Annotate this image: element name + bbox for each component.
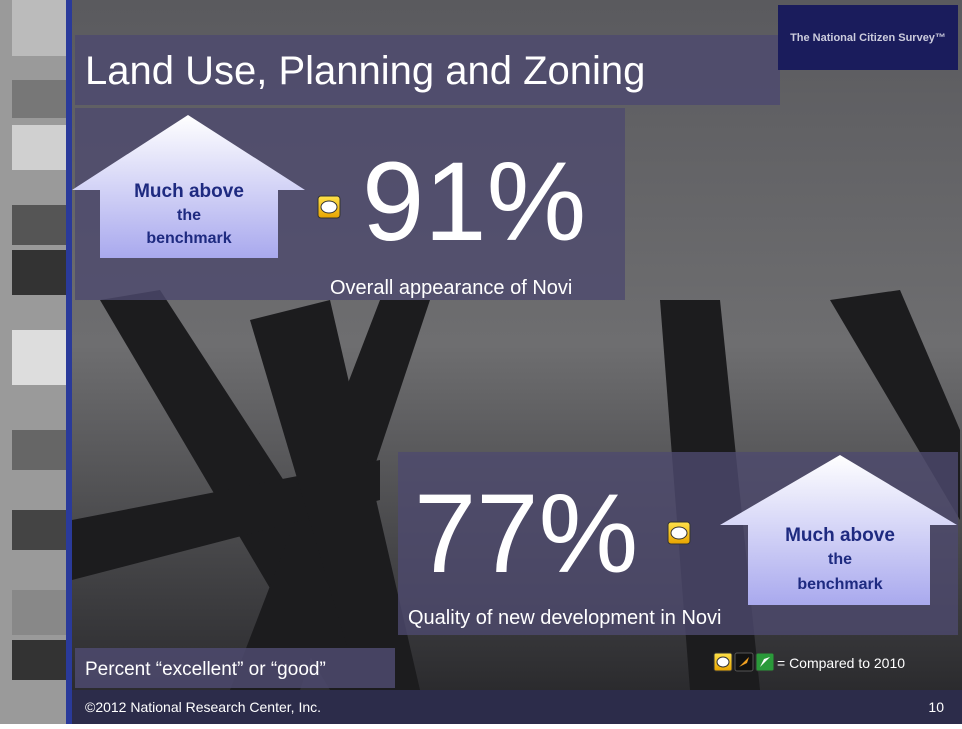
footnote-box bbox=[75, 648, 395, 688]
footer-bar bbox=[72, 690, 962, 724]
stat-description: Overall appearance of Novi bbox=[330, 277, 572, 299]
stat-value: 91% bbox=[362, 139, 586, 264]
footnote: Percent “excellent” or “good” bbox=[85, 659, 326, 680]
benchmark-text: Much above bbox=[785, 525, 895, 546]
title: Land Use, Planning and Zoning bbox=[85, 49, 645, 93]
benchmark-arrow bbox=[720, 455, 957, 605]
trend-icon bbox=[667, 521, 691, 545]
legend-text: = Compared to 2010 bbox=[777, 655, 905, 671]
photo-strip bbox=[0, 0, 72, 724]
stat-description: Quality of new development in Novi bbox=[408, 607, 722, 629]
page-number: 10 bbox=[928, 699, 944, 715]
benchmark-arrow bbox=[72, 115, 305, 258]
trend-icon bbox=[317, 195, 341, 219]
stat-value: 77% bbox=[414, 471, 638, 596]
benchmark-text: benchmark bbox=[797, 576, 882, 593]
legend-icons bbox=[713, 652, 775, 672]
benchmark-text: the bbox=[177, 207, 201, 224]
benchmark-text: benchmark bbox=[146, 230, 231, 247]
benchmark-text: the bbox=[828, 551, 852, 568]
benchmark-text: Much above bbox=[134, 181, 244, 202]
footer: ©2012 National Research Center, Inc. bbox=[85, 699, 321, 715]
title-bar bbox=[75, 35, 780, 105]
logo: The National Citizen Survey™ bbox=[790, 32, 946, 44]
logo-box bbox=[778, 5, 958, 70]
